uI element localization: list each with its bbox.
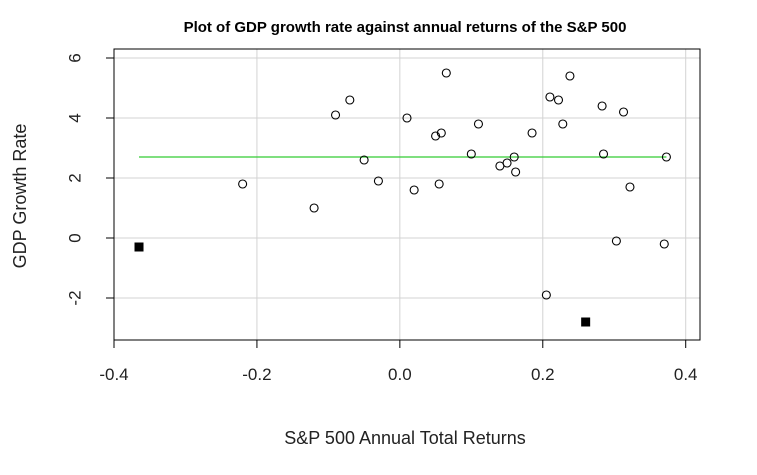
x-tick-label: -0.4 bbox=[99, 365, 128, 384]
data-point-square bbox=[134, 242, 144, 252]
chart-title: Plot of GDP growth rate against annual r… bbox=[184, 19, 627, 36]
data-point bbox=[597, 101, 607, 111]
data-point bbox=[553, 95, 564, 105]
x-tick-label: 0.2 bbox=[531, 365, 555, 384]
data-point bbox=[511, 167, 521, 177]
data-point bbox=[618, 107, 629, 117]
data-point bbox=[565, 71, 575, 81]
data-point bbox=[541, 290, 551, 300]
data-point bbox=[345, 95, 355, 105]
data-point bbox=[558, 119, 568, 129]
data-point bbox=[441, 68, 451, 78]
data-point bbox=[611, 236, 621, 246]
y-axis: -2 0 2 4 6 bbox=[65, 53, 114, 306]
data-point bbox=[527, 128, 537, 138]
data-point bbox=[436, 128, 446, 138]
y-tick-label: 2 bbox=[65, 173, 84, 182]
data-point bbox=[309, 203, 319, 213]
data-point bbox=[502, 158, 512, 168]
data-point bbox=[434, 179, 444, 189]
x-axis: -0.4 -0.2 0.0 0.2 0.4 bbox=[99, 340, 698, 384]
data-point bbox=[598, 149, 609, 159]
y-tick-label: 4 bbox=[65, 113, 84, 122]
y-axis-label: GDP Growth Rate bbox=[10, 124, 30, 269]
y-tick-label: 6 bbox=[65, 53, 84, 62]
data-point bbox=[509, 152, 519, 162]
data-point bbox=[473, 119, 484, 129]
x-axis-label: S&P 500 Annual Total Returns bbox=[284, 428, 526, 448]
data-point bbox=[661, 152, 671, 162]
grid-lines bbox=[113, 49, 700, 340]
data-point bbox=[431, 131, 441, 141]
x-tick-label: 0.4 bbox=[674, 365, 698, 384]
y-tick-label: -2 bbox=[65, 290, 84, 305]
data-point bbox=[330, 110, 341, 120]
data-point bbox=[402, 113, 412, 123]
data-point bbox=[409, 185, 419, 195]
data-point-square bbox=[581, 317, 591, 327]
data-point bbox=[373, 176, 383, 186]
plot-frame bbox=[113, 48, 701, 341]
data-points bbox=[134, 68, 671, 327]
data-point bbox=[545, 92, 555, 102]
x-tick-label: 0.0 bbox=[388, 365, 412, 384]
data-point bbox=[238, 179, 248, 189]
data-point bbox=[359, 155, 369, 165]
data-point bbox=[659, 239, 669, 249]
data-point bbox=[625, 182, 635, 192]
x-tick-label: -0.2 bbox=[242, 365, 271, 384]
data-point bbox=[466, 149, 476, 159]
y-tick-label: 0 bbox=[65, 233, 84, 242]
